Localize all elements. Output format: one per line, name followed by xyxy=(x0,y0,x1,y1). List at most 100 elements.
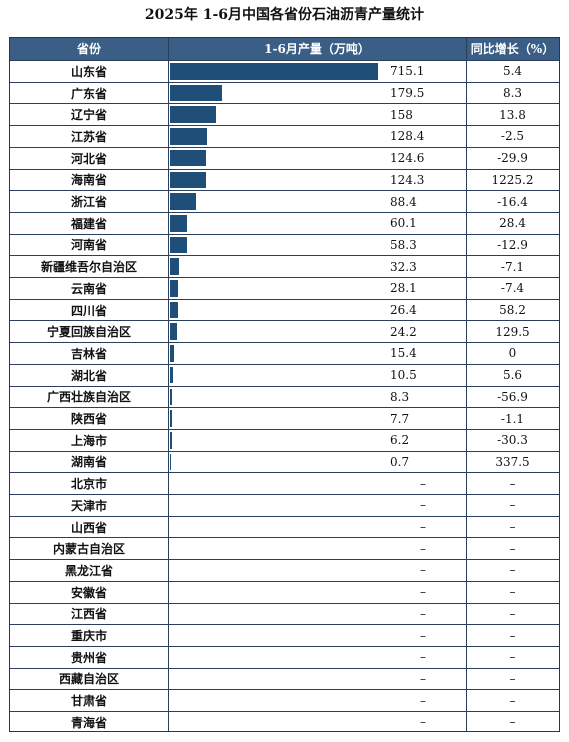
bar-cell xyxy=(168,430,380,451)
production-value: 179.5 xyxy=(390,86,425,101)
production-value: 32.3 xyxy=(390,259,417,274)
province-label: 天津市 xyxy=(70,498,107,513)
table-row: 内蒙古自治区 – – xyxy=(10,537,559,559)
table-row: 黑龙江省 – – xyxy=(10,559,559,581)
yoy-value: 1225.2 xyxy=(491,172,534,187)
table-row: 上海市 6.2 -30.3 xyxy=(10,428,559,451)
yoy-value: -7.1 xyxy=(500,259,525,274)
production-value: – xyxy=(420,715,426,730)
bar-cell xyxy=(168,647,380,668)
yoy-value: -29.9 xyxy=(497,151,528,166)
production-value: 124.6 xyxy=(390,151,425,166)
bar-cell xyxy=(168,387,380,408)
chart-title: 2025年 1-6月中国各省份石油沥青产量统计 xyxy=(144,7,425,23)
yoy-value: – xyxy=(509,476,516,491)
province-label: 四川省 xyxy=(70,303,107,318)
bar-cell xyxy=(168,473,380,494)
yoy-value: 129.5 xyxy=(495,324,530,339)
province-label: 福建省 xyxy=(70,216,107,231)
production-value: 26.4 xyxy=(390,303,417,318)
data-table: 省份 1-6月产量（万吨） 同比增长（%） 山东省 715.1 5.4 广东省 179.… xyxy=(9,37,560,732)
production-value: – xyxy=(420,563,426,578)
yoy-value: – xyxy=(509,628,516,643)
production-value: – xyxy=(420,628,426,643)
production-bar xyxy=(170,345,175,362)
column-divider xyxy=(168,38,169,731)
province-label: 北京市 xyxy=(70,477,107,492)
bar-cell xyxy=(168,495,380,516)
bar-cell xyxy=(168,235,380,256)
province-label: 辽宁省 xyxy=(70,108,107,123)
table-row: 辽宁省 158 13.8 xyxy=(10,103,559,125)
province-label: 广西壮族自治区 xyxy=(46,390,131,405)
province-label: 云南省 xyxy=(70,281,107,296)
table-row: 河北省 124.6 -29.9 xyxy=(10,146,559,169)
header-yoy: 同比增长（%） xyxy=(470,42,555,56)
yoy-value: – xyxy=(509,606,516,621)
production-bar xyxy=(170,171,207,189)
production-bar xyxy=(170,453,171,471)
table-row: 新疆维吾尔自治区 32.3 -7.1 xyxy=(10,255,559,277)
table-row: 陕西省 7.7 -1.1 xyxy=(10,407,559,429)
production-bar xyxy=(170,106,216,124)
bar-cell xyxy=(168,604,380,625)
table-row: 甘肃省 – – xyxy=(10,689,559,711)
production-value: – xyxy=(420,606,426,621)
header-province: 省份 xyxy=(76,42,101,56)
province-label: 重庆市 xyxy=(70,629,107,644)
yoy-value: 8.3 xyxy=(502,86,523,101)
production-value: 0.7 xyxy=(390,454,410,469)
production-value: – xyxy=(420,650,426,665)
bar-cell xyxy=(168,300,380,321)
yoy-value: -7.4 xyxy=(500,281,525,296)
table-row: 山西省 – – xyxy=(10,515,559,538)
production-bar xyxy=(170,214,188,232)
table-header: 省份 1-6月产量（万吨） 同比增长（%） xyxy=(10,38,559,60)
production-bar xyxy=(170,258,180,275)
yoy-value: – xyxy=(509,693,516,708)
production-bar xyxy=(170,431,172,449)
bar-cell xyxy=(168,690,380,711)
yoy-value: – xyxy=(509,650,516,665)
province-label: 青海省 xyxy=(70,715,107,730)
province-label: 湖北省 xyxy=(70,368,107,383)
yoy-value: 5.4 xyxy=(502,64,523,79)
production-value: 24.2 xyxy=(390,324,417,339)
production-value: – xyxy=(420,585,426,600)
production-value: – xyxy=(420,498,426,513)
table-row: 山东省 715.1 5.4 xyxy=(10,60,559,82)
bar-cell xyxy=(168,669,380,690)
table-row: 北京市 – – xyxy=(10,472,559,494)
province-label: 江西省 xyxy=(70,607,107,622)
yoy-value: 337.5 xyxy=(495,454,530,469)
production-value: 6.2 xyxy=(390,433,410,448)
yoy-value: – xyxy=(509,520,516,535)
table-row: 吉林省 15.4 0 xyxy=(10,342,559,364)
bar-cell xyxy=(168,278,380,299)
bar-cell xyxy=(168,452,380,473)
production-value: – xyxy=(420,476,426,491)
production-bar xyxy=(170,366,174,384)
province-label: 湖南省 xyxy=(70,455,107,470)
province-label: 海南省 xyxy=(70,173,107,188)
bar-cell xyxy=(168,408,380,429)
yoy-value: 28.4 xyxy=(499,216,526,231)
production-value: 715.1 xyxy=(390,64,425,79)
bar-cell xyxy=(168,625,380,646)
table-row: 海南省 124.3 1225.2 xyxy=(10,168,559,191)
province-label: 浙江省 xyxy=(70,195,107,210)
province-label: 甘肃省 xyxy=(70,694,107,709)
bar-cell xyxy=(168,104,380,125)
production-value: 10.5 xyxy=(390,368,417,383)
production-value: 7.7 xyxy=(390,411,410,426)
table-row: 湖北省 10.5 5.6 xyxy=(10,363,559,386)
province-label: 山西省 xyxy=(70,520,107,535)
table-row: 广东省 179.5 8.3 xyxy=(10,81,559,104)
production-value: 8.3 xyxy=(390,389,410,404)
yoy-value: – xyxy=(509,498,516,513)
yoy-value: – xyxy=(509,715,516,730)
production-value: 158 xyxy=(390,107,413,122)
yoy-value: – xyxy=(509,563,516,578)
bar-cell xyxy=(168,365,380,386)
production-value: – xyxy=(420,541,426,556)
